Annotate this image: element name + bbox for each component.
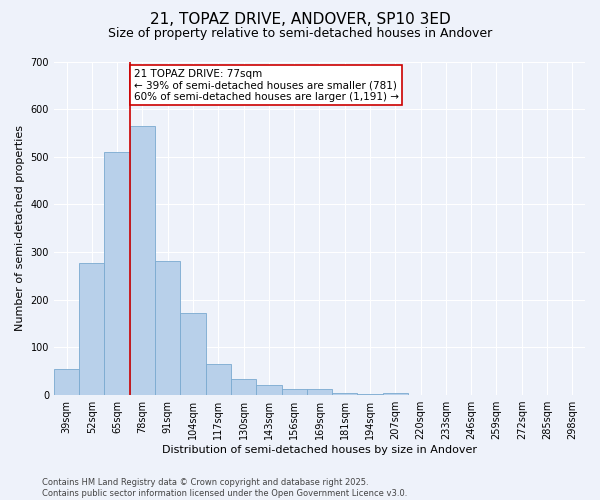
Text: 21 TOPAZ DRIVE: 77sqm
← 39% of semi-detached houses are smaller (781)
60% of sem: 21 TOPAZ DRIVE: 77sqm ← 39% of semi-deta… — [134, 68, 398, 102]
Text: 21, TOPAZ DRIVE, ANDOVER, SP10 3ED: 21, TOPAZ DRIVE, ANDOVER, SP10 3ED — [149, 12, 451, 28]
Bar — [256, 384, 281, 395]
Bar — [231, 380, 256, 395]
Bar — [332, 392, 358, 395]
Bar — [104, 152, 130, 395]
Bar — [54, 369, 79, 395]
Bar — [358, 394, 383, 395]
Text: Size of property relative to semi-detached houses in Andover: Size of property relative to semi-detach… — [108, 28, 492, 40]
Bar — [281, 390, 307, 395]
Bar — [181, 313, 206, 395]
Y-axis label: Number of semi-detached properties: Number of semi-detached properties — [15, 126, 25, 332]
Bar — [130, 126, 155, 395]
Text: Contains HM Land Registry data © Crown copyright and database right 2025.
Contai: Contains HM Land Registry data © Crown c… — [42, 478, 407, 498]
X-axis label: Distribution of semi-detached houses by size in Andover: Distribution of semi-detached houses by … — [162, 445, 477, 455]
Bar — [206, 364, 231, 395]
Bar — [383, 392, 408, 395]
Bar — [79, 262, 104, 395]
Bar — [155, 260, 181, 395]
Bar — [307, 390, 332, 395]
